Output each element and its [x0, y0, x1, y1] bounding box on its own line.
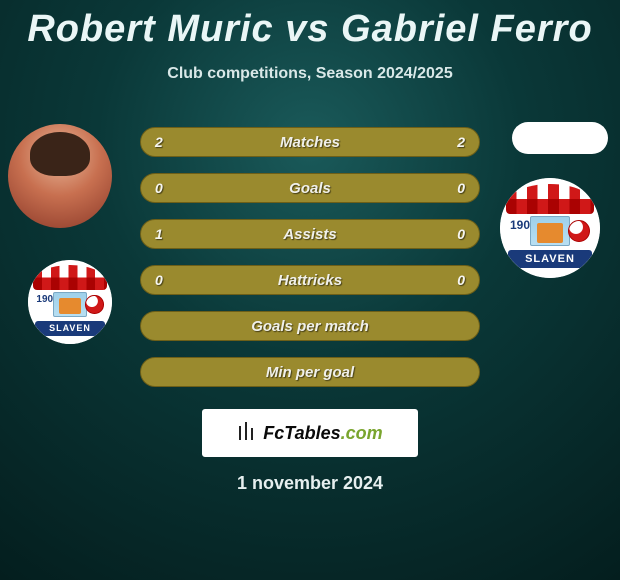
stat-right-value: 0 [457, 272, 465, 288]
stat-label: Hattricks [278, 272, 342, 289]
stat-row: 0 Goals 0 [140, 173, 480, 203]
page-title: Robert Muric vs Gabriel Ferro [0, 0, 620, 51]
stat-label: Goals [289, 180, 331, 197]
stat-label: Matches [280, 134, 340, 151]
fctables-icon [237, 422, 259, 444]
stat-row: 1 Assists 0 [140, 219, 480, 249]
fctables-link[interactable]: FcTables.com [202, 409, 418, 457]
date-label: 1 november 2024 [0, 473, 620, 494]
stat-right-value: 0 [457, 226, 465, 242]
stat-left-value: 2 [155, 134, 163, 150]
fctables-text: FcTables.com [263, 423, 382, 444]
player-right-placeholder [512, 122, 608, 154]
stat-right-value: 2 [457, 134, 465, 150]
stat-label: Goals per match [251, 318, 369, 335]
stat-left-value: 1 [155, 226, 163, 242]
club-badge-left: 1907 SLAVEN [28, 260, 112, 344]
club-badge-right: 1907 SLAVEN [500, 178, 600, 278]
player-left-photo [8, 124, 112, 228]
stat-label: Assists [283, 226, 336, 243]
stat-row: 2 Matches 2 [140, 127, 480, 157]
stat-left-value: 0 [155, 272, 163, 288]
stat-row: Goals per match [140, 311, 480, 341]
stat-row: 0 Hattricks 0 [140, 265, 480, 295]
stats-list: 2 Matches 2 0 Goals 0 1 Assists 0 0 Hatt… [140, 127, 480, 387]
club-name: SLAVEN [49, 323, 91, 333]
subtitle: Club competitions, Season 2024/2025 [0, 65, 620, 83]
stat-row: Min per goal [140, 357, 480, 387]
stat-left-value: 0 [155, 180, 163, 196]
club-name: SLAVEN [525, 253, 575, 265]
stat-label: Min per goal [266, 364, 354, 381]
stat-right-value: 0 [457, 180, 465, 196]
